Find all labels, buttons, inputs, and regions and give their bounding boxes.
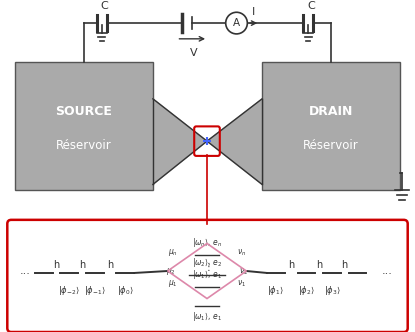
Text: $|\phi_{1}\rangle$: $|\phi_{1}\rangle$ — [267, 284, 284, 297]
Text: $\mu_n$: $\mu_n$ — [168, 247, 178, 258]
Text: $\nu_2$: $\nu_2$ — [239, 267, 248, 277]
Text: Réservoir: Réservoir — [56, 139, 112, 152]
Circle shape — [226, 12, 247, 34]
Bar — [15, 62, 153, 190]
Text: DRAIN: DRAIN — [309, 105, 353, 118]
Text: SOURCE: SOURCE — [56, 105, 112, 118]
Text: $\nu_1$: $\nu_1$ — [237, 279, 246, 289]
FancyBboxPatch shape — [7, 220, 408, 332]
Text: C: C — [101, 1, 109, 11]
Text: $\mu_2$: $\mu_2$ — [166, 267, 176, 278]
Text: $|\omega_1\rangle$, $e_1$: $|\omega_1\rangle$, $e_1$ — [192, 310, 222, 323]
Text: $|\omega_1\rangle$, $e_1$: $|\omega_1\rangle$, $e_1$ — [192, 268, 222, 281]
Text: I: I — [251, 7, 255, 17]
Text: $\mu_1$: $\mu_1$ — [168, 278, 178, 289]
Text: $|\phi_{3}\rangle$: $|\phi_{3}\rangle$ — [324, 284, 340, 297]
Polygon shape — [207, 99, 262, 185]
Text: ...: ... — [382, 266, 393, 276]
Text: h: h — [342, 260, 348, 270]
Text: V: V — [189, 48, 197, 58]
Text: $|\phi_{-2}\rangle$: $|\phi_{-2}\rangle$ — [59, 284, 80, 297]
Text: $|\omega_n\rangle$, $e_n$: $|\omega_n\rangle$, $e_n$ — [192, 236, 222, 249]
Text: h: h — [54, 260, 60, 270]
Text: h: h — [288, 260, 294, 270]
Text: $|\phi_{0}\rangle$: $|\phi_{0}\rangle$ — [117, 284, 134, 297]
Text: $|\omega_2\rangle$, $e_2$: $|\omega_2\rangle$, $e_2$ — [192, 256, 222, 269]
Text: $|\phi_{-1}\rangle$: $|\phi_{-1}\rangle$ — [84, 284, 106, 297]
Text: C: C — [308, 1, 315, 11]
Text: $\vdots$: $\vdots$ — [203, 260, 211, 273]
Polygon shape — [153, 99, 207, 185]
Text: A: A — [233, 18, 240, 28]
Text: h: h — [107, 260, 113, 270]
Text: $|\phi_{2}\rangle$: $|\phi_{2}\rangle$ — [298, 284, 315, 297]
Text: h: h — [316, 260, 322, 270]
Text: Réservoir: Réservoir — [303, 139, 359, 152]
Text: ...: ... — [20, 266, 30, 276]
Text: $\nu_n$: $\nu_n$ — [237, 247, 246, 258]
Bar — [262, 62, 400, 190]
Text: h: h — [79, 260, 85, 270]
